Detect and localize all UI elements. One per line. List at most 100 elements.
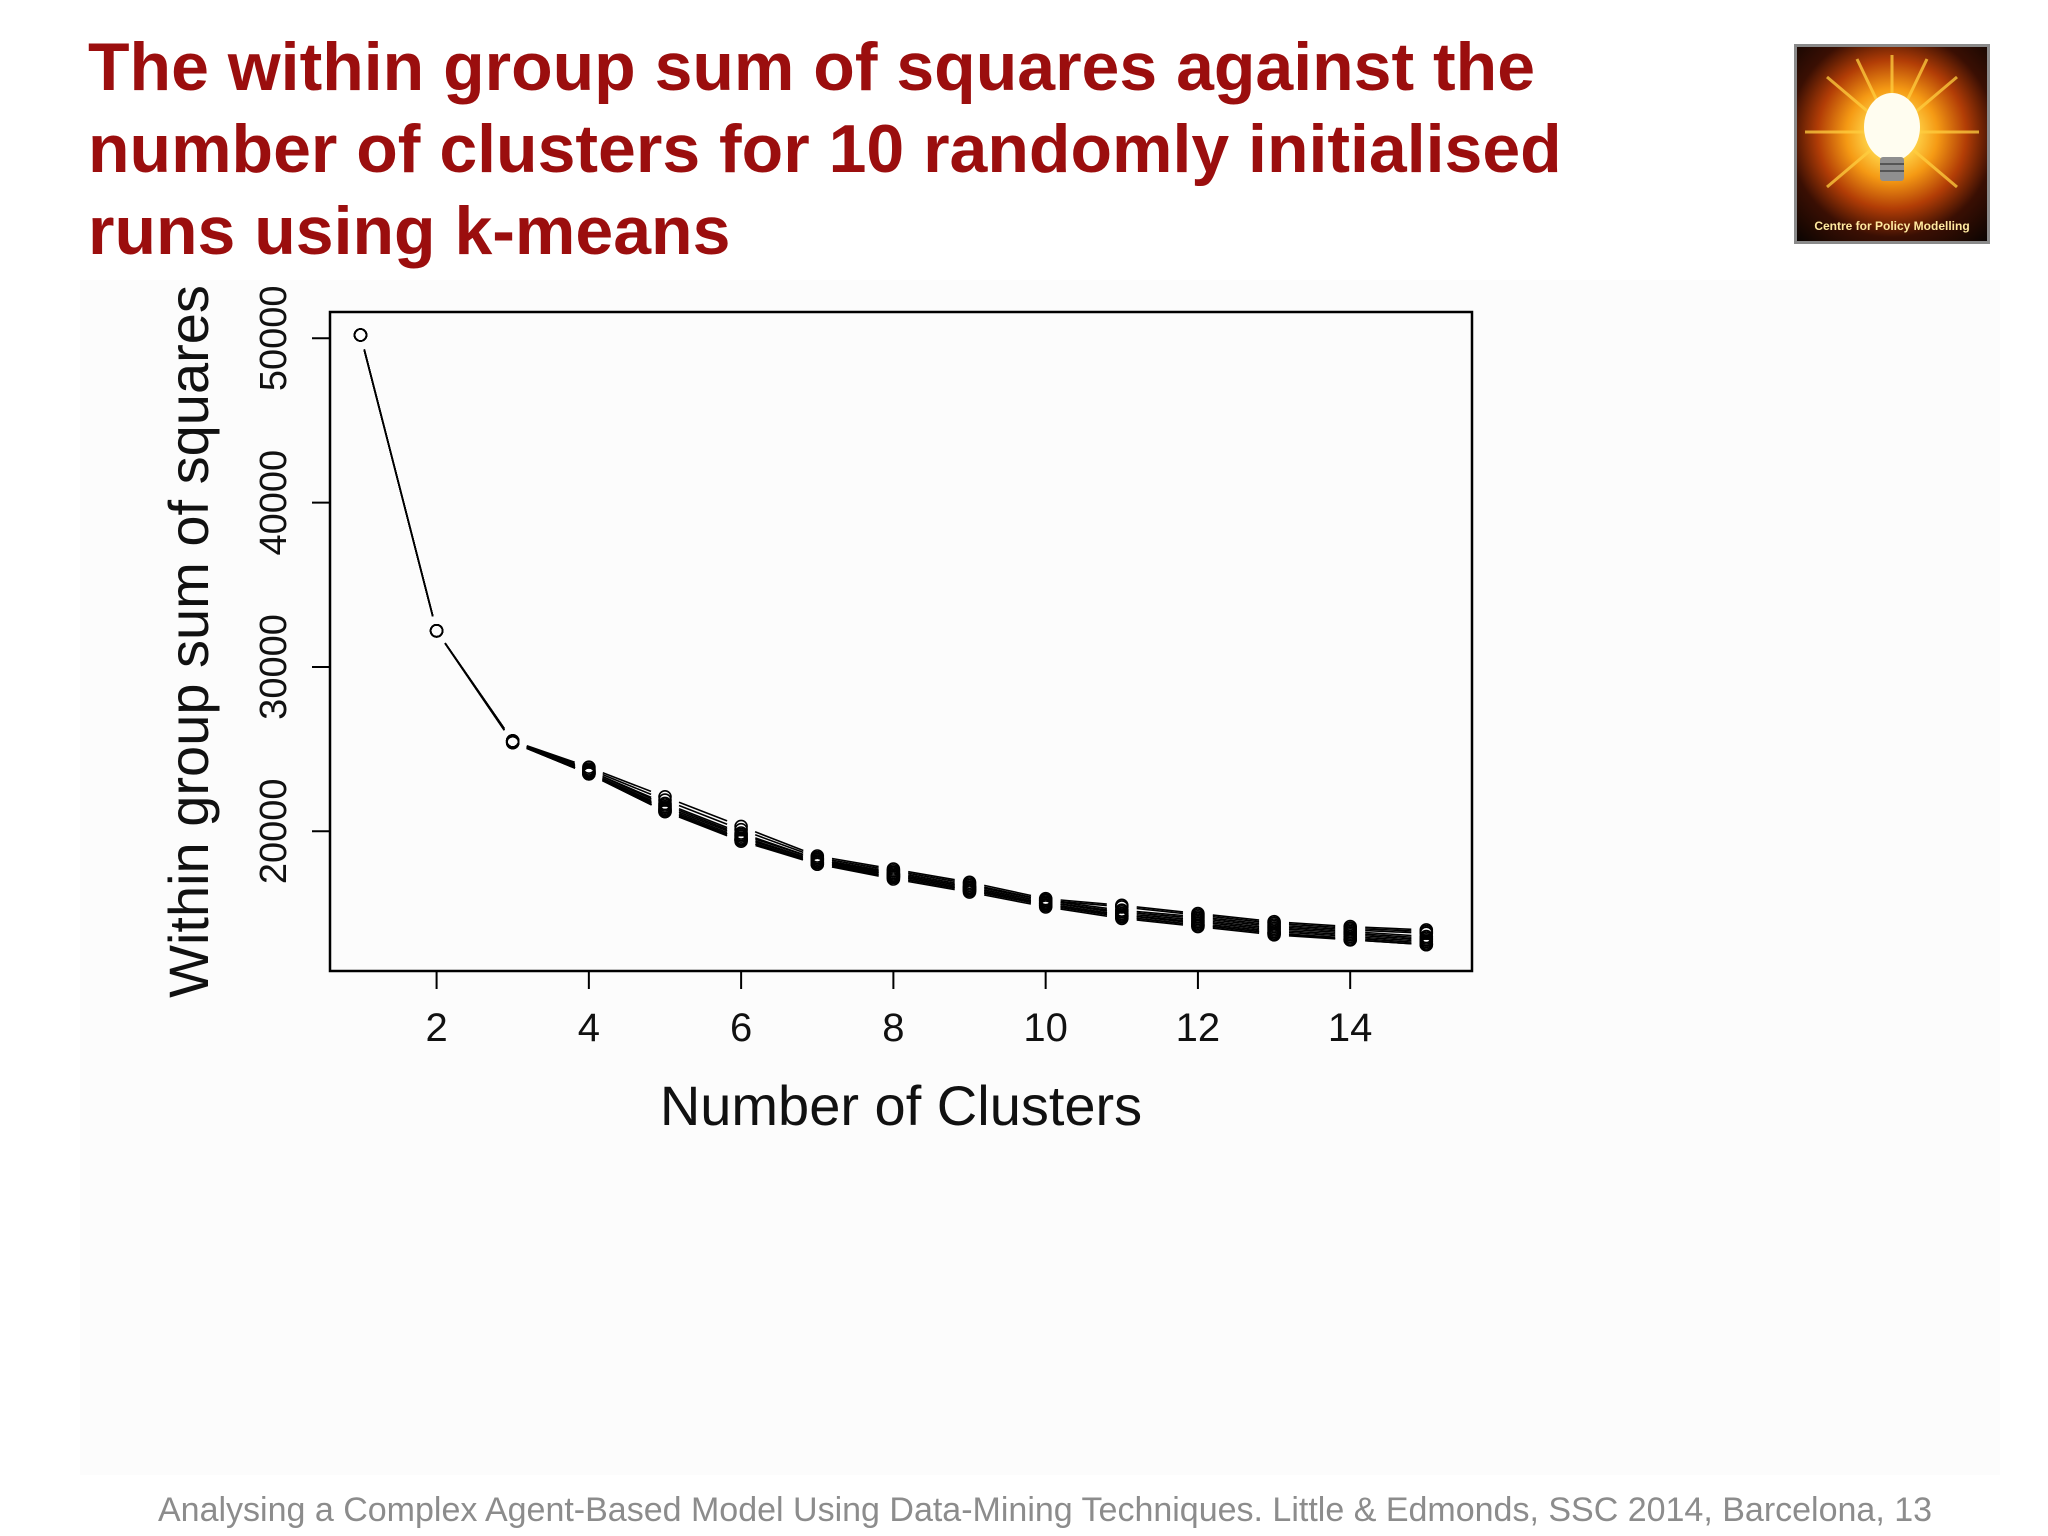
x-tick-label: 6 [730,1006,752,1050]
series-2-segment [1365,928,1412,932]
series-7-segment [1212,924,1260,931]
series-3-segment [1060,901,1108,910]
series-10-segment [1136,919,1184,926]
series-9-segment [1136,917,1184,925]
series-3-segment [1365,929,1412,934]
series-7-segment [1365,936,1412,942]
series-4-segment [1288,926,1336,932]
series-7-segment [1060,905,1108,914]
series-10-point [1038,900,1053,914]
series-10-point [1191,919,1205,934]
series-3-segment [678,808,728,829]
series-10-segment [444,642,505,731]
x-tick-label: 8 [882,1006,904,1050]
series-6-segment [1212,922,1260,930]
series-10-point [1343,932,1357,947]
series-8-segment [1365,938,1412,943]
series-6-segment [678,812,728,834]
series-10-segment [526,747,576,769]
series-4-segment [1212,919,1260,926]
series-10-point [810,857,825,872]
series-10-point [429,623,444,638]
series-10-point [1267,927,1281,942]
series-7-segment [1288,931,1336,937]
series-5-segment [1136,914,1184,920]
series-5-segment [678,811,728,832]
series-10-point [582,766,596,781]
series-6-segment [1365,935,1412,940]
series-7-segment [984,890,1032,902]
series-1-segment [1288,921,1336,927]
logo-text: Centre for Policy Modelling [1814,219,1970,233]
series-10-segment [755,844,804,861]
plot-frame [328,310,1474,973]
y-tick-label: 40000 [253,450,295,556]
series-10-segment [984,894,1032,905]
x-tick-label: 2 [425,1006,447,1050]
series-points [353,328,1434,952]
series-9-segment [1212,925,1260,933]
series-10-segment [831,866,879,877]
series-3-segment [1136,910,1184,917]
series-5-segment [908,875,955,886]
series-3-segment [908,874,955,884]
series-3-segment [984,887,1032,899]
series-2-segment [908,872,955,883]
series-5-segment [1060,903,1108,912]
series-10-point [353,328,368,342]
x-axis: 2 4 6 8 10 12 14 [425,971,1372,1050]
series-10-segment [1060,908,1108,917]
series-1-segment [678,801,728,822]
series-10-segment [363,349,434,617]
series-4-segment [755,838,804,856]
series-10-segment [601,779,652,806]
series-1-segment [1060,899,1107,905]
series-9-segment [1060,906,1108,916]
x-tick-label: 10 [1023,1006,1068,1050]
y-tick-label: 20000 [253,778,295,884]
y-axis-label: Within group sum of squares [157,285,220,998]
slide-title-line-1: The within group sum of squares against … [88,29,1536,105]
series-3-segment [1212,917,1260,925]
slide-title-line-3: runs using k-means [88,193,731,269]
y-tick-label: 30000 [253,614,295,720]
series-10-segment [678,816,728,837]
series-1-segment [984,884,1032,897]
y-tick-label: 50000 [253,285,295,391]
series-2-segment [1136,907,1184,915]
series-6-segment [755,841,804,858]
x-tick-label: 12 [1176,1006,1221,1050]
series-2-segment [1060,900,1107,907]
series-1-segment [1212,914,1260,921]
series-9-segment [908,879,955,889]
series-6-segment [1288,930,1336,935]
series-1-segment [908,870,955,881]
series-10-point [962,885,977,899]
slide-title-line-2: number of clusters for 10 randomly initi… [88,111,1562,187]
series-10-point [1419,937,1434,952]
centre-for-policy-modelling-logo: Centre for Policy Modelling [1794,44,1990,244]
series-1-segment [602,771,652,793]
series-10-point [1115,911,1129,926]
series-5-segment [1212,920,1260,928]
series-10-point [658,804,672,819]
x-tick-label: 4 [578,1006,600,1050]
series-2-segment [831,859,879,869]
series-7-segment [908,877,955,888]
lightbulb-icon [1805,55,1979,189]
slide-title: The within group sum of squares against … [88,26,1648,272]
series-10-point [886,872,901,886]
series-1-segment [831,857,879,868]
series-5-segment [984,889,1032,900]
series-10-segment [1365,939,1412,945]
x-axis-label: Number of Clusters [660,1074,1142,1137]
series-1-segment [1365,926,1412,931]
y-axis: 20000 30000 40000 50000 [253,285,330,884]
series-1-segment [1136,906,1184,913]
series-10-segment [1212,927,1260,934]
footer-citation: Analysing a Complex Agent-Based Model Us… [158,1491,1933,1529]
series-1-segment [754,831,804,852]
x-tick-label: 14 [1328,1006,1373,1050]
series-2-segment [1212,915,1260,923]
series-9-segment [984,892,1032,904]
